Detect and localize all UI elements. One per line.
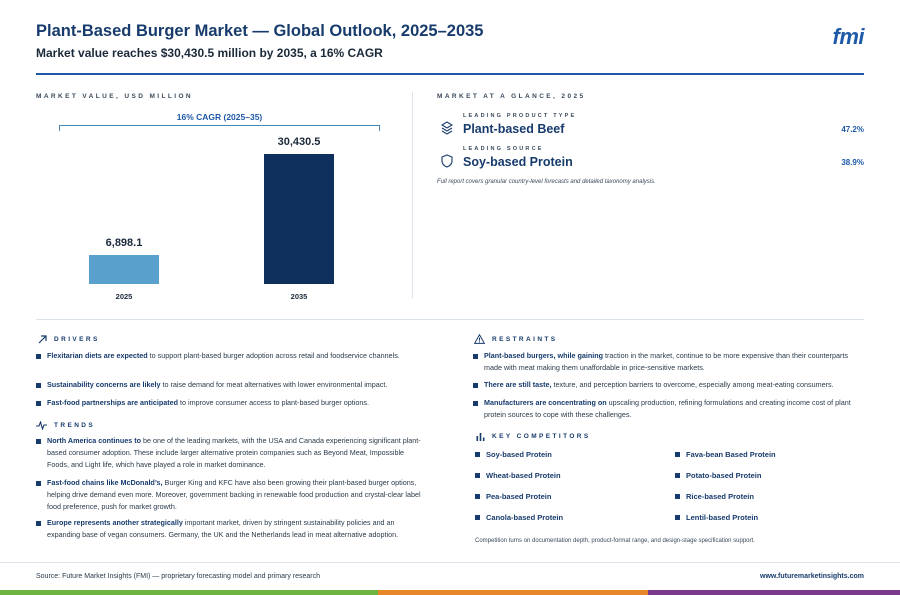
glance-item-source: LEADING SOURCE Soy-based Protein 38.9% xyxy=(437,146,864,178)
competitor-item: Canola-based Protein xyxy=(475,513,563,522)
trend-item-lead: Fast-food chains like McDonald’s, xyxy=(47,478,163,487)
restraint-item-text: traction in the market, continue to be m… xyxy=(484,351,848,372)
trend-item-text: be one of the leading markets, with the … xyxy=(47,436,421,469)
restraint-item: Plant-based burgers, while gaining tract… xyxy=(473,350,865,374)
glance-name: Plant-based Beef xyxy=(463,122,565,136)
glance-share: 38.9% xyxy=(841,158,864,167)
glance-note: Full report covers granular country-leve… xyxy=(437,179,656,185)
glance-kicker: LEADING PRODUCT TYPE xyxy=(463,113,577,119)
competitor-item: Rice-based Protein xyxy=(675,492,754,501)
restraints-header: RESTRAINTS xyxy=(474,334,558,344)
footer-rule xyxy=(0,562,900,563)
glance-share: 47.2% xyxy=(841,125,864,134)
cagr-bracket xyxy=(59,125,380,131)
bar-2035 xyxy=(264,154,334,284)
trend-item: North America continues to be one of the… xyxy=(36,435,428,471)
glance-item-product-type: LEADING PRODUCT TYPE Plant-based Beef 47… xyxy=(437,113,864,145)
driver-item-lead: Sustainability concerns are likely xyxy=(47,380,161,389)
bar-chart-icon xyxy=(476,433,485,441)
page-subtitle: Market value reaches $30,430.5 million b… xyxy=(36,46,383,60)
brand-stripe xyxy=(0,590,900,595)
arrow-up-right-icon xyxy=(38,335,47,344)
bar-value-label: 30,430.5 xyxy=(277,136,321,148)
restraint-item: There are still taste, texture, and perc… xyxy=(473,379,865,391)
stripe-segment xyxy=(648,590,900,595)
competitors-note: Competition turns on documentation depth… xyxy=(475,538,755,544)
trend-item: Fast-food chains like McDonald’s, Burger… xyxy=(36,477,428,513)
driver-item-text: to improve consumer access to plant-base… xyxy=(178,398,369,407)
bar-2025 xyxy=(89,254,159,284)
website-link[interactable]: www.futuremarketinsights.com xyxy=(760,573,864,580)
competitor-item: Lentil-based Protein xyxy=(675,513,758,522)
drivers-label: DRIVERS xyxy=(54,336,100,343)
competitor-item: Wheat-based Protein xyxy=(475,471,561,480)
restraint-item-lead: Plant-based burgers, while gaining xyxy=(484,351,604,360)
stripe-segment xyxy=(0,590,378,595)
glance-label: MARKET AT A GLANCE, 2025 xyxy=(437,93,586,100)
competitor-item: Fava-bean Based Protein xyxy=(675,450,776,459)
competitors-label: KEY COMPETITORS xyxy=(492,433,591,440)
stripe-segment xyxy=(378,590,648,595)
glance-name: Soy-based Protein xyxy=(463,155,573,169)
competitors-header: KEY COMPETITORS xyxy=(476,432,591,441)
driver-item-text: to support plant-based burger adoption a… xyxy=(147,351,400,360)
fmi-logo[interactable]: fmi xyxy=(832,24,865,49)
glance-kicker: LEADING SOURCE xyxy=(463,146,544,152)
category-label: 2035 xyxy=(290,292,308,301)
drivers-header: DRIVERS xyxy=(38,335,100,344)
trend-item-text: Burger King and KFC have also been growi… xyxy=(47,478,421,511)
competitor-item: Pea-based Protein xyxy=(475,492,551,501)
restraint-item-lead: There are still taste, xyxy=(484,380,552,389)
trends-label: TRENDS xyxy=(54,422,96,429)
page-title: Plant-Based Burger Market — Global Outlo… xyxy=(36,22,484,40)
trend-item-lead: North America continues to xyxy=(47,436,141,445)
competitor-item: Soy-based Protein xyxy=(475,450,552,459)
driver-item: Sustainability concerns are likely to ra… xyxy=(36,379,416,391)
driver-item-text: to raise demand for meat alternatives wi… xyxy=(160,380,388,389)
restraint-item-text: texture, and perception barriers to over… xyxy=(551,380,834,389)
restraint-item-text: upscaling production, refining formulati… xyxy=(484,398,851,419)
section-divider xyxy=(36,319,864,320)
driver-item: Fast-food partnerships are anticipated t… xyxy=(36,397,416,409)
bar-value-label: 6,898.1 xyxy=(105,236,143,249)
vertical-divider xyxy=(412,92,413,298)
trend-item-lead: Europe represents another strategically xyxy=(47,518,183,527)
shield-icon xyxy=(441,154,453,168)
header-rule xyxy=(36,73,864,75)
cagr-label: 16% CAGR (2025–35) xyxy=(176,112,263,122)
restraint-item: Manufacturers are concentrating on upsca… xyxy=(473,397,865,421)
driver-item-lead: Fast-food partnerships are anticipated xyxy=(47,398,178,407)
warning-icon xyxy=(474,334,485,344)
trend-item-text: important market, driven by stringent su… xyxy=(47,518,399,539)
market-value-label: MARKET VALUE, USD MILLION xyxy=(36,93,194,100)
driver-item: Flexitarian diets are expected to suppor… xyxy=(36,350,416,362)
pulse-icon xyxy=(36,421,47,430)
layers-icon xyxy=(441,121,453,135)
competitor-item: Potato-based Protein xyxy=(675,471,761,480)
source-note: Source: Future Market Insights (FMI) — p… xyxy=(36,573,320,580)
trend-item: Europe represents another strategically … xyxy=(36,517,428,541)
driver-item-lead: Flexitarian diets are expected xyxy=(47,351,148,360)
restraints-label: RESTRAINTS xyxy=(492,335,558,343)
trends-header: TRENDS xyxy=(36,421,95,430)
restraint-item-lead: Manufacturers are concentrating on xyxy=(484,398,607,407)
category-label: 2025 xyxy=(115,292,133,301)
